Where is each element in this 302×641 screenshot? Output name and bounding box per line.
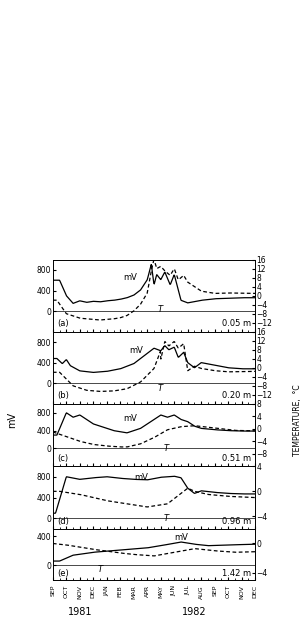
Text: 1982: 1982 [182,608,207,617]
Text: TEMPERATURE,  °C: TEMPERATURE, °C [293,384,302,456]
Text: (c): (c) [57,454,68,463]
Text: (a): (a) [57,319,69,328]
Text: T: T [158,384,163,393]
Text: T: T [158,304,163,313]
Text: mV: mV [174,533,188,542]
Text: (e): (e) [57,569,69,578]
Text: mV: mV [124,273,137,282]
Text: 0.96 m: 0.96 m [222,517,251,526]
Text: 0.51 m: 0.51 m [222,454,251,463]
Text: 0.05 m: 0.05 m [222,319,251,328]
Text: mV: mV [134,473,148,482]
Text: 1981: 1981 [68,608,92,617]
Text: 0.20 m: 0.20 m [222,391,251,400]
Text: T: T [164,444,169,453]
Text: (b): (b) [57,391,69,400]
Text: mV: mV [124,414,137,423]
Text: (d): (d) [57,517,69,526]
Text: T: T [97,565,102,574]
Text: 1.42 m: 1.42 m [222,569,251,578]
Text: mV: mV [7,412,17,428]
Text: T: T [164,514,169,523]
Text: mV: mV [130,346,144,355]
